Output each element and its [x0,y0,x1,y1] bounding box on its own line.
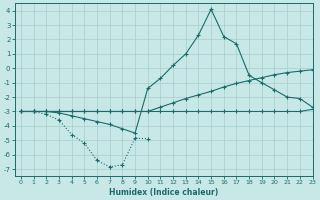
X-axis label: Humidex (Indice chaleur): Humidex (Indice chaleur) [109,188,218,197]
